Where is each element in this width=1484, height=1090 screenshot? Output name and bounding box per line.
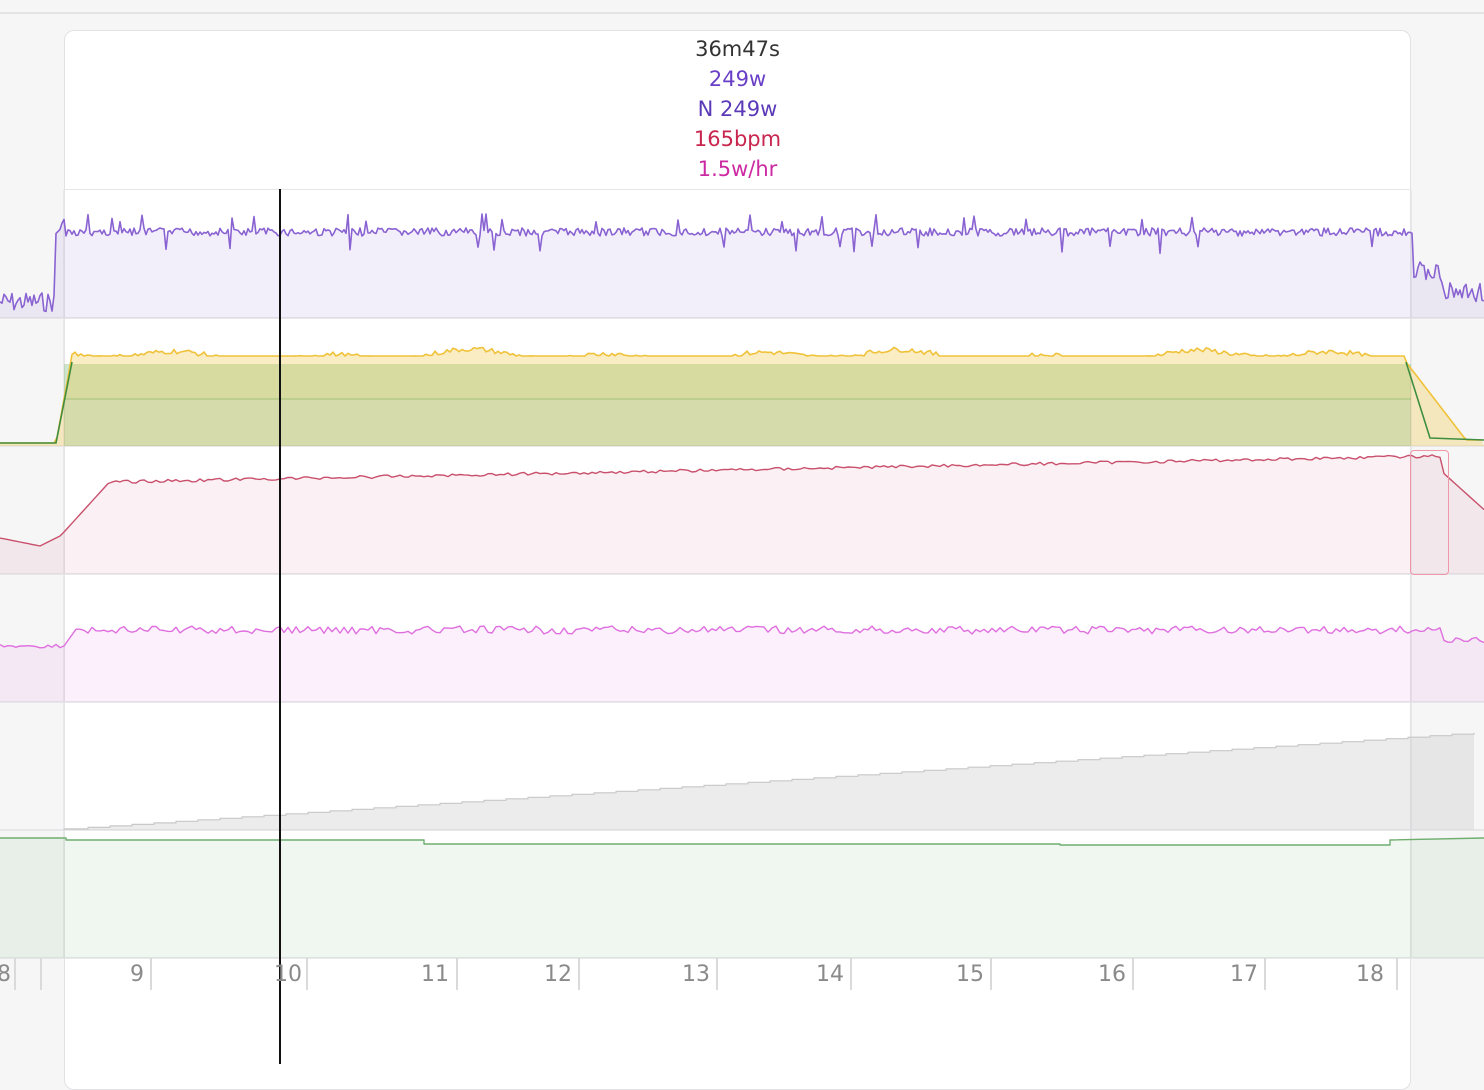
cumulative-series-area bbox=[64, 732, 1474, 830]
x-axis-tickmark bbox=[716, 958, 718, 990]
wbal-green-line bbox=[0, 361, 1484, 444]
x-axis-tick-label: 12 bbox=[544, 962, 572, 987]
heart-rate-series-line bbox=[0, 454, 1484, 547]
wbal-green-band bbox=[64, 364, 1411, 400]
tooltip-divider bbox=[64, 189, 1411, 190]
cadence-series-area bbox=[0, 838, 1484, 958]
x-axis-tick-label: 16 bbox=[1098, 962, 1126, 987]
tooltip-normalized-power: N 249w bbox=[697, 97, 778, 121]
x-axis-tickmark bbox=[990, 958, 992, 990]
x-axis-tickmark bbox=[1264, 958, 1266, 990]
x-axis-tickmark bbox=[306, 958, 308, 990]
x-axis-tick-label: 9 bbox=[130, 962, 144, 987]
x-axis-tick-label: 14 bbox=[816, 962, 844, 987]
x-axis-tickmark bbox=[456, 958, 458, 990]
x-axis-tickmark bbox=[1132, 958, 1134, 990]
x-axis-tickmark bbox=[150, 958, 152, 990]
tooltip-decoupling: 1.5w/hr bbox=[697, 157, 778, 181]
x-axis-tick-label: 8 bbox=[0, 962, 11, 987]
x-axis-tickmark bbox=[40, 958, 42, 990]
tooltip-heart-rate: 165bpm bbox=[693, 127, 782, 151]
x-axis: 8 9 10 11 12 13 14 15 16 17 18 bbox=[0, 958, 1484, 990]
wbal-series-area bbox=[0, 347, 1484, 446]
wbal-series-line bbox=[0, 346, 1482, 444]
tooltip-duration: 36m47s bbox=[695, 37, 780, 61]
ratio-series-line bbox=[0, 625, 1484, 649]
hover-cursor-line bbox=[279, 189, 281, 1064]
x-axis-tickmark bbox=[850, 958, 852, 990]
heart-rate-series-area bbox=[0, 454, 1484, 574]
x-axis-tickmark bbox=[1396, 958, 1398, 990]
cumulative-series-line bbox=[63, 732, 1475, 830]
wbal-teal-band bbox=[64, 398, 1411, 446]
x-axis-tickmark bbox=[578, 958, 580, 990]
interval-tooltip: 36m47s 249w N 249w 165bpm 1.5w/hr bbox=[64, 34, 1411, 184]
selected-interval-region[interactable] bbox=[64, 30, 1411, 1090]
power-series-area bbox=[0, 214, 1484, 318]
tooltip-power: 249w bbox=[708, 67, 767, 91]
x-axis-tick-label: 11 bbox=[421, 962, 449, 987]
heart-rate-marker-box[interactable] bbox=[1410, 450, 1449, 575]
x-axis-tickmark bbox=[14, 958, 16, 990]
x-axis-tick-label: 10 bbox=[274, 962, 302, 987]
x-axis-tick-label: 18 bbox=[1356, 962, 1384, 987]
x-axis-tick-label: 17 bbox=[1230, 962, 1258, 987]
power-series-line bbox=[0, 213, 1484, 313]
cadence-series-line bbox=[0, 837, 1484, 846]
x-axis-tick-label: 13 bbox=[682, 962, 710, 987]
top-divider bbox=[0, 12, 1484, 14]
x-axis-tick-label: 15 bbox=[956, 962, 984, 987]
activity-charts[interactable] bbox=[0, 0, 1484, 1064]
ratio-series-area bbox=[0, 626, 1484, 702]
